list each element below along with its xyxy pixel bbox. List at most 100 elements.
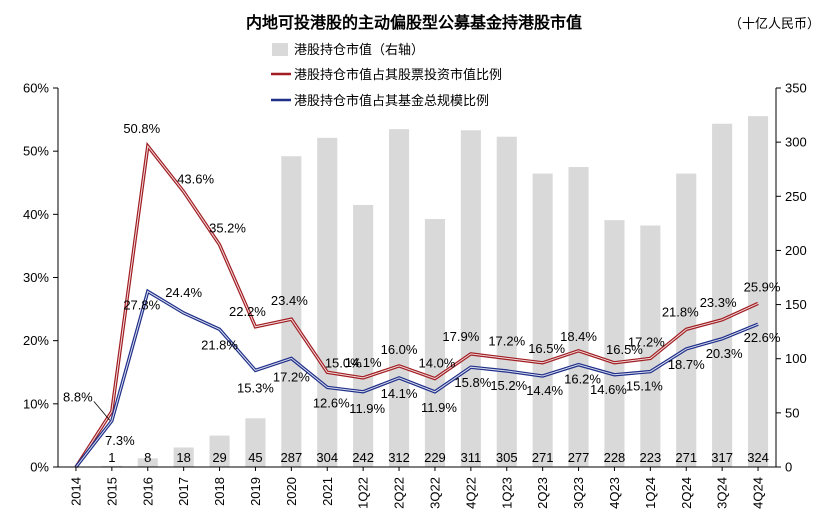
series-point-label-blue: 27.8% <box>123 297 160 312</box>
bar <box>460 130 481 467</box>
bar-value-label: 324 <box>747 450 769 465</box>
series-point-label-blue: 18.7% <box>668 357 705 372</box>
bar-value-label: 18 <box>176 450 190 465</box>
series-point-label-red: 8.8% <box>63 389 93 404</box>
bar <box>747 116 769 467</box>
series-point-label-red: 22.2% <box>229 304 266 319</box>
bar <box>137 458 158 467</box>
lines <box>74 141 759 469</box>
left-tick-label: 0% <box>30 460 49 475</box>
bar <box>604 220 625 467</box>
series-point-label-red: 15.0% <box>325 355 362 370</box>
right-tick-label: 200 <box>785 243 807 258</box>
series-point-label-red: 23.3% <box>700 295 737 310</box>
bar <box>424 219 446 467</box>
left-tick-label: 60% <box>23 81 49 96</box>
series-point-label-blue: 20.3% <box>706 346 743 361</box>
right-tick-label: 100 <box>785 351 807 366</box>
series-point-label-blue: 16.2% <box>564 372 601 387</box>
bar-value-label: 287 <box>280 450 302 465</box>
bars <box>101 116 769 468</box>
legend-item-bars: 港股持仓市值（右轴） <box>272 42 424 57</box>
series-point-label-red: 17.2% <box>488 333 525 348</box>
bar <box>317 137 338 467</box>
bar-value-label: 242 <box>352 450 374 465</box>
bar-value-label: 271 <box>532 450 554 465</box>
bar <box>676 173 697 467</box>
right-tick-label: 150 <box>785 297 807 312</box>
left-tick-label: 40% <box>23 207 49 222</box>
x-tick-label: 2020 <box>284 477 299 506</box>
label-leader-line <box>93 401 111 421</box>
series-point-label-blue: 15.1% <box>626 379 663 394</box>
x-tick-label: 4Q24 <box>751 477 766 509</box>
x-tick-label: 3Q24 <box>715 477 730 509</box>
bar-value-label: 304 <box>316 450 338 465</box>
x-tick-label: 2017 <box>176 477 191 506</box>
series-point-label-blue: 11.9% <box>349 401 385 416</box>
series-point-label-red: 21.8% <box>662 304 699 319</box>
series-point-label-blue: 15.2% <box>490 378 527 393</box>
legend-swatch-bars <box>272 43 288 56</box>
series-point-label-blue: 11.9% <box>421 400 457 415</box>
bar-value-label: 228 <box>604 450 626 465</box>
series-line-core-blue <box>75 290 759 468</box>
left-tick-label: 20% <box>23 333 49 348</box>
legend-label-bars: 港股持仓市值（右轴） <box>294 42 424 57</box>
x-tick-label: 1Q24 <box>643 477 658 509</box>
x-tick-label: 2019 <box>248 477 263 506</box>
right-tick-label: 250 <box>785 189 807 204</box>
right-tick-label: 300 <box>785 135 807 150</box>
right-tick-label: 0 <box>785 460 792 475</box>
x-tick-label: 3Q23 <box>571 477 586 509</box>
legend-item-series-blue: 港股持仓市值占其基金总规模比例 <box>271 93 489 108</box>
x-tick-label: 2016 <box>140 477 155 506</box>
bar <box>209 435 230 467</box>
bar <box>281 156 302 467</box>
right-axis: 0 50 100 150 200 250 300 350 <box>775 81 807 475</box>
bar <box>101 465 122 467</box>
line-labels: 8.8%50.8%43.6%35.2%22.2%23.4%15.0%14.1%1… <box>63 121 781 448</box>
bar-value-label: 223 <box>639 450 661 465</box>
x-tick-label: 1Q22 <box>356 477 371 509</box>
x-tick-label: 4Q23 <box>607 477 622 509</box>
series-point-label-blue: 14.4% <box>526 383 563 398</box>
series-point-label-blue: 17.2% <box>273 369 310 384</box>
x-tick-label: 2021 <box>320 477 335 506</box>
bar-value-label: 29 <box>212 450 226 465</box>
bar-value-label: 229 <box>424 450 446 465</box>
bar <box>173 447 194 467</box>
bar <box>496 136 517 467</box>
bar-labels: 1 8 18 29 45 287 304 242 312 229 311 305 271 277 228 22… <box>108 450 769 465</box>
series-point-label-blue: 7.3% <box>105 433 135 448</box>
series-point-label-blue: 21.8% <box>201 337 238 352</box>
x-tick-label: 2015 <box>104 477 119 506</box>
series-point-label-red: 17.9% <box>442 329 479 344</box>
x-tick-label: 2Q24 <box>679 477 694 509</box>
x-axis: 2014 2015 2016 2017 2018 2019 2020 2021 1Q22 2Q22… <box>58 466 776 509</box>
series-point-label-red: 16.5% <box>528 341 565 356</box>
legend-label-series-red: 港股持仓市值占其股票投资市值比例 <box>294 67 502 82</box>
series-point-label-red: 23.4% <box>271 293 308 308</box>
bar-value-label: 311 <box>460 450 481 465</box>
series-line-core-red <box>75 144 759 468</box>
bar-value-label: 312 <box>388 450 410 465</box>
series-point-label-blue: 15.8% <box>454 375 491 390</box>
series-point-label-blue: 12.6% <box>313 395 350 410</box>
legend-item-series-red: 港股持仓市值占其股票投资市值比例 <box>271 67 502 82</box>
x-tick-label: 4Q22 <box>463 477 478 509</box>
bar-value-label: 1 <box>108 450 115 465</box>
left-tick-label: 30% <box>23 270 49 285</box>
right-tick-label: 50 <box>785 405 799 420</box>
series-point-label-red: 35.2% <box>209 221 246 236</box>
series-point-label-blue: 22.6% <box>744 330 781 345</box>
bar <box>353 204 374 467</box>
chart-title: 内地可投港股的主动偏股型公募基金持港股市值 <box>246 13 582 32</box>
bar <box>388 129 410 468</box>
x-tick-label: 3Q22 <box>427 477 442 509</box>
legend: 港股持仓市值（右轴） 港股持仓市值占其股票投资市值比例 港股持仓市值占其基金总规… <box>271 42 502 108</box>
series-point-label-red: 43.6% <box>177 172 214 187</box>
x-tick-label: 1Q23 <box>499 477 514 509</box>
